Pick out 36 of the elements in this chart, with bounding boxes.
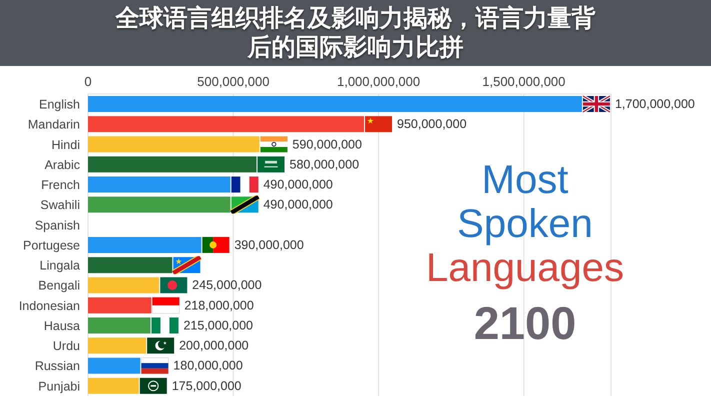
data-label: 950,000,000 bbox=[397, 117, 467, 132]
y-tick-label: Bengali bbox=[38, 278, 80, 293]
y-tick-label: Russian bbox=[34, 359, 80, 374]
chart-title: 全球语言组织排名及影响力揭秘，语言力量背后的国际影响力比拼 bbox=[114, 4, 596, 62]
annotation: 2100 bbox=[472, 297, 578, 349]
text: Most Spoken Languages bbox=[425, 158, 625, 290]
y-tick-label: Lingala bbox=[40, 258, 80, 273]
data-label: 200,000,000 bbox=[179, 338, 249, 353]
x-tick-label: 500,000,000 bbox=[197, 74, 270, 89]
data-label: 175,000,000 bbox=[172, 378, 242, 393]
x-tick-label: 0 bbox=[84, 74, 92, 89]
x-tick-label: 1,500,000,000 bbox=[482, 74, 566, 89]
x-tick-label: 1,000,000,000 bbox=[336, 74, 420, 89]
data-label: 218,000,000 bbox=[184, 298, 254, 312]
y-tick-label: English bbox=[39, 98, 80, 112]
data-label: 590,000,000 bbox=[292, 137, 362, 152]
y-tick-label: Arabic bbox=[44, 158, 80, 172]
data-label: 1,700,000,000 bbox=[614, 97, 695, 112]
data-label: 245,000,000 bbox=[192, 278, 262, 292]
y-tick-label: Hausa bbox=[44, 318, 80, 333]
data-label: 580,000,000 bbox=[290, 157, 360, 172]
data-label: 490,000,000 bbox=[263, 178, 333, 192]
y-tick-label: Portugese bbox=[23, 238, 80, 252]
data-label: 215,000,000 bbox=[183, 318, 254, 332]
y-tick-label: Swahili bbox=[40, 198, 80, 212]
bar bbox=[88, 136, 260, 152]
y-tick-label: Punjabi bbox=[38, 379, 80, 394]
y-tick-label: Indonesian bbox=[18, 298, 80, 313]
data-label: 490,000,000 bbox=[263, 198, 333, 212]
data-label: 390,000,000 bbox=[234, 238, 304, 252]
y-tick-label: Mandarin bbox=[28, 118, 80, 132]
y-tick-label: Spanish bbox=[34, 218, 80, 232]
data-label: 180,000,000 bbox=[173, 358, 243, 373]
y-tick-label: Hindi bbox=[52, 138, 80, 152]
y-tick-label: French bbox=[41, 178, 80, 192]
y-tick-label: Urdu bbox=[52, 339, 80, 354]
